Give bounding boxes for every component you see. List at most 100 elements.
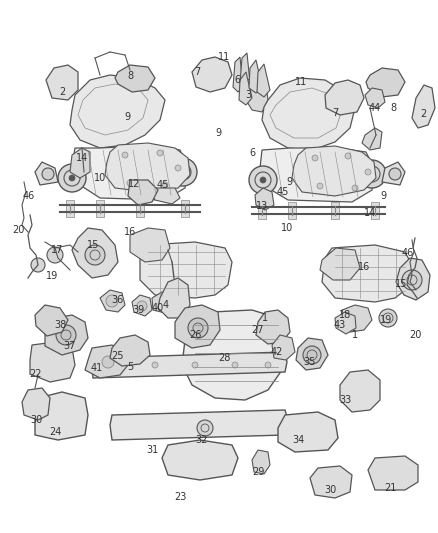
Text: 8: 8 [390, 103, 396, 113]
Circle shape [365, 169, 371, 175]
Circle shape [169, 158, 197, 186]
Text: 41: 41 [91, 363, 103, 373]
Text: 35: 35 [303, 357, 315, 367]
Polygon shape [70, 148, 90, 178]
Text: 39: 39 [132, 305, 144, 315]
Text: 9: 9 [380, 191, 386, 201]
Polygon shape [256, 310, 290, 344]
Polygon shape [130, 228, 170, 262]
Polygon shape [92, 352, 287, 378]
Text: 2: 2 [59, 87, 65, 97]
Circle shape [402, 270, 422, 290]
Polygon shape [85, 345, 128, 378]
Polygon shape [110, 335, 150, 366]
Circle shape [317, 183, 323, 189]
Text: 36: 36 [111, 295, 123, 305]
Polygon shape [110, 410, 288, 440]
Polygon shape [72, 145, 188, 200]
Polygon shape [136, 200, 144, 217]
Circle shape [312, 155, 318, 161]
Circle shape [400, 271, 414, 285]
Text: 23: 23 [174, 492, 186, 502]
Circle shape [379, 309, 397, 327]
Text: 15: 15 [87, 240, 99, 250]
Text: 42: 42 [271, 347, 283, 357]
Polygon shape [252, 450, 270, 474]
Text: 17: 17 [51, 245, 63, 255]
Text: 28: 28 [218, 353, 230, 363]
Text: 40: 40 [152, 303, 164, 313]
Text: 2: 2 [420, 109, 426, 119]
Polygon shape [310, 466, 352, 498]
Polygon shape [105, 143, 190, 192]
Text: 27: 27 [252, 325, 264, 335]
Circle shape [192, 362, 198, 368]
Circle shape [117, 362, 123, 368]
Polygon shape [366, 68, 405, 97]
Text: 16: 16 [124, 227, 136, 237]
Circle shape [175, 165, 181, 171]
Polygon shape [35, 305, 68, 336]
Text: 33: 33 [339, 395, 351, 405]
Text: 19: 19 [46, 271, 58, 281]
Polygon shape [35, 162, 58, 185]
Polygon shape [22, 388, 50, 420]
Polygon shape [340, 370, 380, 412]
Polygon shape [182, 310, 285, 400]
Circle shape [358, 160, 386, 188]
Circle shape [303, 346, 321, 364]
Circle shape [69, 175, 75, 181]
Text: 45: 45 [157, 180, 169, 190]
Text: 10: 10 [94, 173, 106, 183]
Polygon shape [96, 200, 104, 217]
Polygon shape [46, 65, 78, 100]
Polygon shape [362, 128, 382, 150]
Polygon shape [30, 342, 75, 382]
Text: 20: 20 [409, 330, 421, 340]
Polygon shape [45, 315, 88, 355]
Circle shape [58, 164, 86, 192]
Text: 45: 45 [277, 187, 289, 197]
Text: 22: 22 [29, 369, 41, 379]
Text: 46: 46 [402, 248, 414, 258]
Text: 1: 1 [352, 330, 358, 340]
Text: 8: 8 [127, 71, 133, 81]
Circle shape [137, 301, 147, 311]
Polygon shape [258, 202, 266, 219]
Polygon shape [288, 202, 296, 219]
Polygon shape [132, 295, 152, 316]
Text: 14: 14 [76, 153, 88, 163]
Circle shape [31, 258, 45, 272]
Circle shape [369, 171, 375, 177]
Text: 24: 24 [49, 427, 61, 437]
Polygon shape [175, 305, 220, 348]
Circle shape [352, 185, 358, 191]
Circle shape [197, 420, 213, 436]
Text: 9: 9 [286, 177, 292, 187]
Polygon shape [72, 228, 118, 278]
Circle shape [345, 153, 351, 159]
Text: 34: 34 [292, 435, 304, 445]
Text: 14: 14 [364, 208, 376, 218]
Polygon shape [255, 188, 274, 210]
Text: 21: 21 [384, 483, 396, 493]
Text: 37: 37 [64, 341, 76, 351]
Text: 9: 9 [124, 112, 130, 122]
Text: 7: 7 [332, 108, 338, 118]
Polygon shape [245, 72, 268, 112]
Polygon shape [249, 60, 262, 93]
Text: 38: 38 [54, 320, 66, 330]
Polygon shape [115, 65, 155, 92]
Text: 6: 6 [234, 75, 240, 85]
Circle shape [389, 168, 401, 180]
Polygon shape [192, 57, 232, 92]
Polygon shape [66, 200, 74, 217]
Polygon shape [239, 72, 252, 105]
Polygon shape [100, 290, 125, 312]
Polygon shape [260, 148, 375, 202]
Polygon shape [162, 440, 238, 480]
Polygon shape [320, 248, 360, 280]
Polygon shape [257, 64, 270, 97]
Circle shape [106, 295, 118, 307]
Circle shape [249, 166, 277, 194]
